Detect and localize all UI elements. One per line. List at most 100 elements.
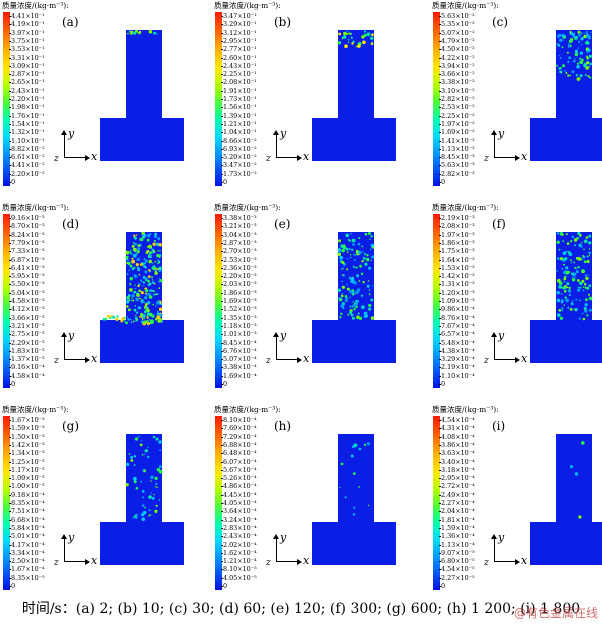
concentration-field [100,232,184,363]
x-arrow-icon [515,154,520,161]
concentration-speck [151,514,153,516]
colorbar-tick-label: 8.45×10⁻³ [439,153,475,162]
z-axis-label: z [484,356,489,366]
y-arrow-icon [491,332,497,337]
concentration-speck [344,299,347,302]
concentration-speck [139,263,143,266]
concentration-speck [159,250,161,252]
colorbar-tick-label: 5.63×10⁻² [439,12,475,20]
concentration-speck [157,267,159,270]
colorbar-tick-label: 1.56×10⁻¹ [221,103,257,112]
colorbar-tick-label: 0 [220,380,228,388]
concentration-speck [357,312,360,315]
concentration-speck [156,263,158,265]
concentration-speck [134,242,138,246]
concentration-speck [136,253,138,255]
concentration-speck [350,280,352,283]
concentration-speck [356,300,360,303]
concentration-speck [152,281,155,284]
colorbar-tick-label: 4.79×10⁻² [439,36,475,45]
y-arrow-icon [273,534,279,539]
concentration-speck [154,509,158,513]
concentration-speck [589,62,593,66]
concentration-speck [370,243,374,248]
concentration-speck [129,282,131,285]
concentration-speck [140,279,142,281]
concentration-speck [147,455,150,459]
concentration-speck [341,261,345,264]
concentration-speck [143,301,146,304]
colorbar-tick-label: 1.20×10⁻³ [439,288,475,297]
colorbar-tick-label: 1.10×10⁻⁴ [439,371,475,380]
concentration-speck [566,242,570,245]
concentration-speck [573,238,578,242]
concentration-speck [556,313,559,316]
concentration-speck [146,308,150,313]
concentration-speck [159,279,163,283]
z-axis-label: z [484,154,489,164]
concentration-speck [139,443,143,447]
concentration-speck [152,303,154,306]
concentration-speck [371,41,373,43]
concentration-speck [574,308,577,311]
concentration-speck [355,266,358,269]
concentration-speck [564,296,567,299]
concentration-speck [340,304,344,308]
concentration-speck [141,453,144,456]
concentration-speck [146,245,149,248]
colorbar-tick-label: 1.42×10⁻³ [9,440,45,449]
concentration-speck [574,244,576,247]
concentration-speck [568,286,571,290]
colorbar-title: 质量浓度/(kg·m⁻³): [432,203,499,212]
concentration-speck [156,468,161,472]
colorbar-tick-label: 4.12×10⁻³ [9,305,45,314]
colorbar-ticks: 4.41×10⁻¹ 4.19×10⁻¹ 3.97×10⁻¹ 3.75×10⁻¹ 3.53… [8,12,61,186]
concentration-speck [158,254,162,257]
concentration-speck [154,260,157,263]
concentration-speck [338,239,342,243]
colorbar-tick-label: 2.19×10⁻⁴ [439,363,475,372]
concentration-speck [360,294,364,297]
colorbar-tick-label: 8.45×10⁻⁴ [221,338,257,347]
concentration-speck [128,453,131,455]
y-arrow-icon [61,130,67,135]
colorbar-tick-label: 1.04×10⁻¹ [221,128,257,137]
concentration-speck [568,43,570,45]
colorbar-tick-label: 3.12×10⁻¹ [221,28,257,37]
x-arrow-icon [297,558,302,565]
concentration-speck [353,472,356,475]
colorbar-ticks: 3.47×10⁻¹ 3.29×10⁻¹ 3.12×10⁻¹ 2.95×10⁻¹ 2.77… [220,12,273,186]
colorbar-tick-label: 3.38×10⁻⁴ [221,363,257,372]
concentration-speck [578,33,581,37]
upper-column [556,30,592,118]
colorbar-title: 质量浓度/(kg·m⁻³): [2,405,69,414]
concentration-speck [344,496,347,499]
concentration-speck [337,252,342,257]
concentration-speck [341,37,344,40]
concentration-speck [557,43,561,47]
colorbar-tick-label: 7.33×10⁻³ [9,247,45,256]
concentration-speck [348,32,351,35]
concentration-speck [153,313,155,316]
upper-column [556,434,592,522]
concentration-speck [577,47,580,49]
concentration-speck [140,237,144,242]
panel-letter: (a) [62,15,79,29]
colorbar-title: 质量浓度/(kg·m⁻³): [214,203,281,212]
concentration-field [312,30,396,161]
concentration-speck [125,321,128,325]
concentration-speck [121,317,125,321]
colorbar-tick-label: 3.18×10⁻⁴ [439,465,475,474]
concentration-speck [129,264,133,268]
concentration-speck [143,317,146,320]
concentration-speck [358,447,362,451]
concentration-speck [144,289,149,293]
colorbar-tick-label: 4.17×10⁻⁴ [9,540,45,549]
concentration-speck [576,65,580,69]
colorbar-tick-label: 8.82×10⁻² [9,144,45,153]
concentration-speck [586,41,590,45]
colorbar-tick-label: 1.35×10⁻³ [221,313,257,322]
upper-column [338,30,374,118]
axis-triad: y x z [484,128,527,168]
concentration-speck [579,286,582,289]
